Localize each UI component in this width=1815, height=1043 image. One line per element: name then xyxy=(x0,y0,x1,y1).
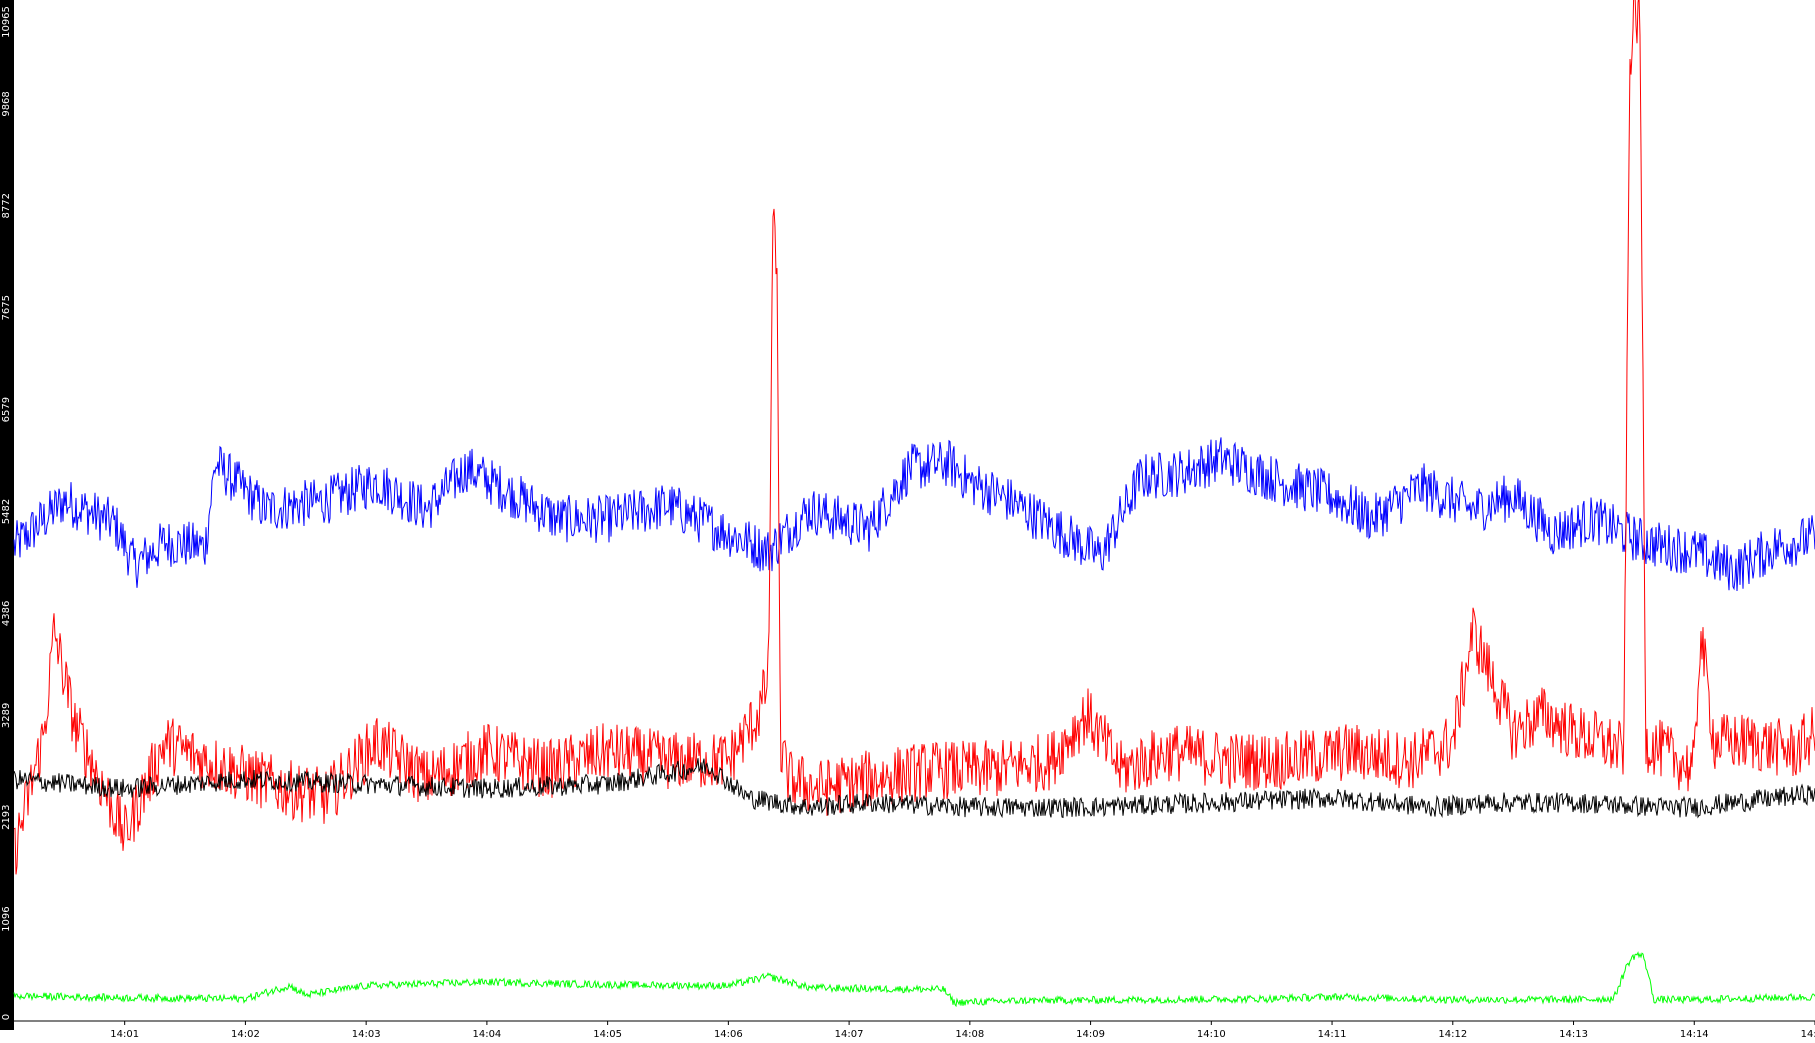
y-tick-label: 1096 xyxy=(1,906,12,931)
y-tick-label: 9868 xyxy=(1,91,12,116)
x-tick-label: 14:11 xyxy=(1318,1029,1347,1039)
x-tick-label: 14:13 xyxy=(1559,1029,1588,1039)
y-tick-label: 8772 xyxy=(1,193,12,218)
x-tick-label: 14:03 xyxy=(352,1029,381,1039)
series-line-1 xyxy=(13,437,1815,592)
x-tick-label: 14:14 xyxy=(1680,1029,1709,1039)
y-axis-band xyxy=(0,0,14,1030)
series-line-4 xyxy=(13,951,1815,1008)
x-tick-label: 14:06 xyxy=(714,1029,743,1039)
series-line-2 xyxy=(13,0,1815,875)
y-tick-label: 7675 xyxy=(1,295,12,320)
x-tick-label: 14:10 xyxy=(1197,1029,1226,1039)
x-tick-label: 14:01 xyxy=(110,1029,139,1039)
y-tick-label: 10965 xyxy=(1,6,12,38)
y-tick-label: 5482 xyxy=(1,499,12,524)
y-tick-label: 3289 xyxy=(1,703,12,728)
x-tick-label: 14:05 xyxy=(593,1029,622,1039)
x-tick-label: 14:09 xyxy=(1076,1029,1105,1039)
y-tick-label: 0 xyxy=(1,1014,12,1020)
y-tick-layer: 0 1096 2193 3289 4386 5482 6579 7675 8772 9868 109… xyxy=(1,6,12,1020)
x-tick-label: 14:08 xyxy=(955,1029,984,1039)
y-tick-label: 4386 xyxy=(1,601,12,626)
y-tick-label: 2193 xyxy=(1,804,12,829)
x-tick-label: 14:02 xyxy=(231,1029,260,1039)
x-tick-layer: 14:01 14:02 14:03 14:04 14:05 14:06 14:07 14:08… xyxy=(110,1021,1815,1040)
x-tick-label: 14:04 xyxy=(472,1029,501,1039)
y-tick-label: 6579 xyxy=(1,397,12,422)
x-tick-label: 14:07 xyxy=(835,1029,864,1039)
series-line-3 xyxy=(13,758,1815,819)
x-tick-label: 14:12 xyxy=(1438,1029,1467,1039)
series-layer xyxy=(13,0,1815,1008)
x-tick-label: 14:15 xyxy=(1801,1029,1815,1039)
